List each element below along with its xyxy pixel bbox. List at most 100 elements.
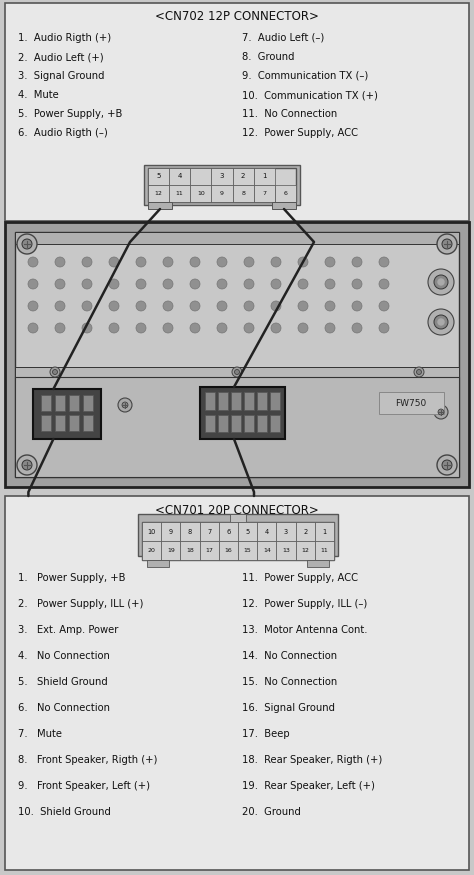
Text: 7: 7 xyxy=(207,528,211,535)
Bar xyxy=(296,541,315,560)
Text: 3.   Ext. Amp. Power: 3. Ext. Amp. Power xyxy=(18,625,118,635)
Bar xyxy=(276,541,296,560)
Bar xyxy=(138,514,338,556)
Text: 12: 12 xyxy=(301,548,309,553)
Bar xyxy=(161,522,181,541)
Circle shape xyxy=(22,239,32,249)
Text: 11: 11 xyxy=(176,191,183,196)
Text: 8.   Front Speaker, Rigth (+): 8. Front Speaker, Rigth (+) xyxy=(18,755,157,765)
Circle shape xyxy=(17,455,37,475)
Bar xyxy=(230,514,246,522)
Bar xyxy=(83,395,93,411)
Circle shape xyxy=(22,460,32,470)
Circle shape xyxy=(325,257,335,267)
Text: 2: 2 xyxy=(241,173,246,179)
Bar xyxy=(181,541,200,560)
Circle shape xyxy=(190,301,200,311)
Text: 2.  Audio Left (+): 2. Audio Left (+) xyxy=(18,52,104,62)
Circle shape xyxy=(17,234,37,254)
Bar xyxy=(200,387,285,439)
Circle shape xyxy=(163,257,173,267)
Circle shape xyxy=(55,279,65,289)
Circle shape xyxy=(417,369,421,374)
Bar xyxy=(142,522,161,541)
Bar xyxy=(5,3,469,221)
Text: 12.  Power Supply, ILL (–): 12. Power Supply, ILL (–) xyxy=(242,599,367,609)
Text: 7.   Mute: 7. Mute xyxy=(18,729,62,739)
Circle shape xyxy=(190,257,200,267)
Bar xyxy=(15,232,459,244)
Text: 17.  Beep: 17. Beep xyxy=(242,729,290,739)
Circle shape xyxy=(438,279,444,285)
Text: 15.  No Connection: 15. No Connection xyxy=(242,677,337,687)
Bar xyxy=(307,560,329,567)
Bar xyxy=(315,522,334,541)
Circle shape xyxy=(244,257,254,267)
Circle shape xyxy=(82,279,92,289)
Text: 4: 4 xyxy=(178,173,182,179)
Circle shape xyxy=(438,319,444,325)
Text: 2.   Power Supply, ILL (+): 2. Power Supply, ILL (+) xyxy=(18,599,143,609)
Circle shape xyxy=(136,279,146,289)
Circle shape xyxy=(55,323,65,333)
Circle shape xyxy=(28,279,38,289)
Text: 7.  Audio Left (–): 7. Audio Left (–) xyxy=(242,33,324,43)
Text: 3: 3 xyxy=(284,528,288,535)
Bar xyxy=(257,392,267,410)
Bar xyxy=(205,392,215,410)
Text: 11.  Power Supply, ACC: 11. Power Supply, ACC xyxy=(242,573,358,583)
Circle shape xyxy=(163,279,173,289)
Circle shape xyxy=(136,301,146,311)
Text: 8: 8 xyxy=(241,191,245,196)
Bar xyxy=(181,522,200,541)
Circle shape xyxy=(217,279,227,289)
Circle shape xyxy=(109,257,119,267)
Bar xyxy=(257,415,267,432)
Circle shape xyxy=(437,234,457,254)
Bar xyxy=(254,168,275,185)
Text: 8: 8 xyxy=(188,528,192,535)
Text: 2: 2 xyxy=(303,528,307,535)
Bar xyxy=(254,185,275,202)
Bar xyxy=(219,541,238,560)
Text: <CN702 12P CONNECTOR>: <CN702 12P CONNECTOR> xyxy=(155,10,319,24)
Text: 20: 20 xyxy=(148,548,155,553)
Circle shape xyxy=(352,257,362,267)
Text: 6: 6 xyxy=(283,191,287,196)
Circle shape xyxy=(244,301,254,311)
Text: 3.  Signal Ground: 3. Signal Ground xyxy=(18,71,104,81)
Bar xyxy=(244,415,254,432)
Text: 4.   No Connection: 4. No Connection xyxy=(18,651,110,661)
Bar xyxy=(218,415,228,432)
Circle shape xyxy=(136,257,146,267)
Circle shape xyxy=(217,301,227,311)
Text: 1: 1 xyxy=(262,173,266,179)
Bar xyxy=(5,496,469,870)
Circle shape xyxy=(434,405,448,419)
Text: 17: 17 xyxy=(205,548,213,553)
Bar xyxy=(257,522,276,541)
Text: 4.  Mute: 4. Mute xyxy=(18,90,59,100)
Bar xyxy=(69,415,79,431)
Circle shape xyxy=(109,323,119,333)
Circle shape xyxy=(442,460,452,470)
Bar xyxy=(275,185,296,202)
Bar xyxy=(148,168,169,185)
Circle shape xyxy=(379,257,389,267)
Circle shape xyxy=(118,398,132,412)
Bar xyxy=(148,202,172,209)
Bar xyxy=(41,395,51,411)
Circle shape xyxy=(82,257,92,267)
Circle shape xyxy=(352,279,362,289)
Bar xyxy=(219,522,238,541)
Bar xyxy=(190,168,211,185)
Bar xyxy=(144,165,300,205)
Bar xyxy=(15,232,459,477)
Text: 6.   No Connection: 6. No Connection xyxy=(18,703,110,713)
Bar xyxy=(238,541,257,560)
Bar xyxy=(41,415,51,431)
Text: 9.  Communication TX (–): 9. Communication TX (–) xyxy=(242,71,368,81)
Bar xyxy=(169,185,190,202)
Bar xyxy=(161,541,181,560)
Text: 6: 6 xyxy=(226,528,230,535)
